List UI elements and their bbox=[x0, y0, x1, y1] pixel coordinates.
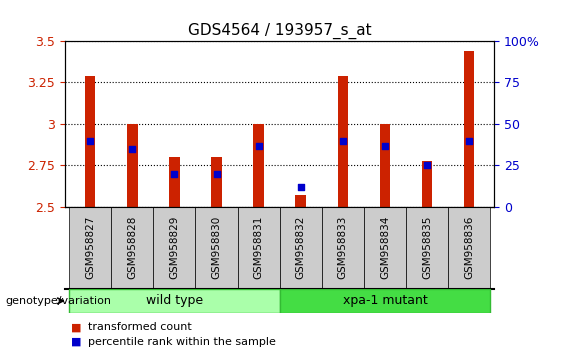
Text: ■: ■ bbox=[71, 322, 81, 332]
Bar bbox=[337, 76, 348, 207]
Point bbox=[423, 163, 432, 169]
Bar bbox=[380, 124, 390, 207]
Point bbox=[464, 138, 473, 143]
Bar bbox=[253, 124, 264, 207]
Bar bbox=[153, 207, 195, 289]
Text: GSM958831: GSM958831 bbox=[254, 216, 264, 280]
Text: GSM958833: GSM958833 bbox=[338, 216, 348, 280]
Point bbox=[254, 143, 263, 148]
Point bbox=[338, 138, 347, 143]
Bar bbox=[69, 207, 111, 289]
Bar bbox=[464, 51, 475, 207]
Text: GSM958828: GSM958828 bbox=[127, 216, 137, 280]
Bar bbox=[421, 160, 432, 207]
Point bbox=[86, 138, 95, 143]
Text: GSM958830: GSM958830 bbox=[211, 216, 221, 279]
Bar bbox=[295, 195, 306, 207]
Bar bbox=[448, 207, 490, 289]
Bar bbox=[280, 289, 490, 313]
Bar bbox=[211, 157, 222, 207]
Bar bbox=[322, 207, 364, 289]
Text: GSM958834: GSM958834 bbox=[380, 216, 390, 280]
Point bbox=[380, 143, 389, 148]
Text: transformed count: transformed count bbox=[88, 322, 192, 332]
Bar bbox=[111, 207, 153, 289]
Text: percentile rank within the sample: percentile rank within the sample bbox=[88, 337, 276, 347]
Text: GSM958836: GSM958836 bbox=[464, 216, 474, 280]
Point bbox=[296, 184, 305, 190]
Text: genotype/variation: genotype/variation bbox=[6, 296, 112, 306]
Text: GSM958832: GSM958832 bbox=[295, 216, 306, 280]
Text: GSM958827: GSM958827 bbox=[85, 216, 95, 280]
Text: wild type: wild type bbox=[146, 295, 203, 307]
Point bbox=[170, 171, 179, 177]
Bar bbox=[85, 76, 95, 207]
Text: xpa-1 mutant: xpa-1 mutant bbox=[342, 295, 427, 307]
Bar bbox=[69, 289, 280, 313]
Bar bbox=[406, 207, 448, 289]
Text: ■: ■ bbox=[71, 337, 81, 347]
Point bbox=[212, 171, 221, 177]
Title: GDS4564 / 193957_s_at: GDS4564 / 193957_s_at bbox=[188, 23, 371, 39]
Bar bbox=[364, 207, 406, 289]
Text: GSM958835: GSM958835 bbox=[422, 216, 432, 280]
Bar bbox=[237, 207, 280, 289]
Text: GSM958829: GSM958829 bbox=[170, 216, 180, 280]
Bar bbox=[169, 157, 180, 207]
Bar bbox=[127, 124, 138, 207]
Bar bbox=[280, 207, 322, 289]
Point bbox=[128, 146, 137, 152]
Bar bbox=[195, 207, 237, 289]
